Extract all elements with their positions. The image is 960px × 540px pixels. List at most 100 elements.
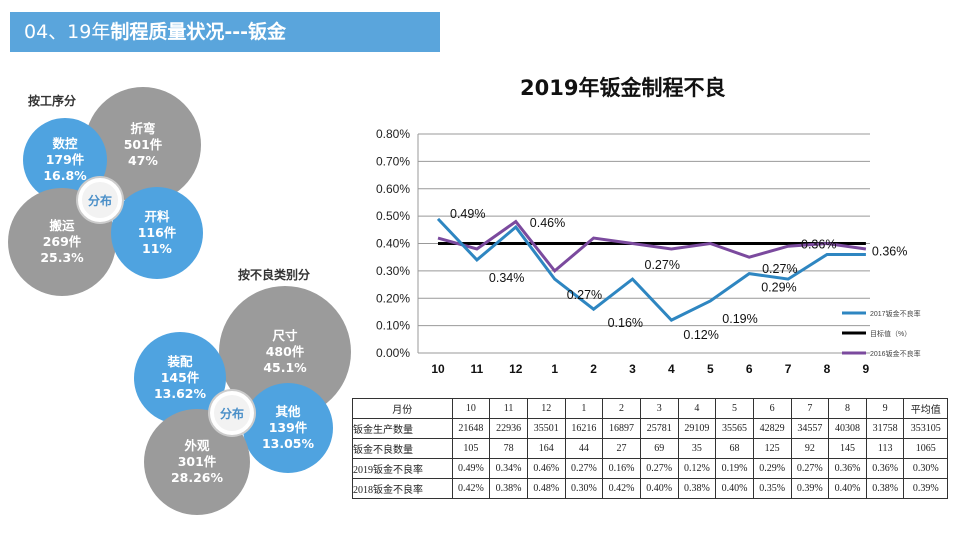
- table-cell: 0.40%: [828, 478, 867, 499]
- data-label: 0.19%: [722, 312, 757, 326]
- table-cell: 1: [564, 398, 604, 419]
- table-cell: 0.35%: [752, 478, 792, 499]
- series-line: [436, 217, 866, 322]
- bubble-count: 501件: [123, 137, 163, 152]
- data-label: 0.36%: [872, 244, 907, 258]
- bubble-pct: 45.1%: [263, 360, 307, 375]
- bubble-pct: 25.3%: [40, 250, 84, 265]
- table-cell: 0.34%: [489, 458, 528, 479]
- bubble-count: 480件: [265, 344, 305, 359]
- table-cell: 9: [865, 398, 905, 419]
- data-label: 0.36%: [801, 237, 836, 251]
- data-label: 0.27%: [762, 262, 797, 276]
- bubble-count: 139件: [268, 420, 308, 435]
- table-cell: 22936: [489, 418, 528, 439]
- table-cell: 113: [865, 438, 905, 459]
- y-tick-label: 0.20%: [376, 291, 410, 305]
- table-cell: 0.40%: [639, 478, 679, 499]
- data-label: 0.34%: [489, 271, 524, 285]
- header-prefix: 04、19年: [24, 21, 111, 43]
- data-label: 0.12%: [683, 328, 718, 342]
- table-cell: 21648: [451, 418, 491, 439]
- table-cell: 4: [677, 398, 717, 419]
- bubble-count: 116件: [137, 225, 177, 240]
- process-center-label: 分布: [78, 178, 122, 222]
- defect-center-label: 分布: [210, 391, 254, 435]
- bubble-name: 搬运: [49, 218, 75, 233]
- bubble-name: 数控: [52, 136, 78, 151]
- y-tick-label: 0.80%: [376, 127, 410, 141]
- bubble-name: 开料: [144, 209, 170, 224]
- table-cell: 2019钣金不良率: [352, 458, 453, 479]
- table-cell: 2: [602, 398, 641, 419]
- table-cell: 164: [526, 438, 566, 459]
- table-cell: 25781: [639, 418, 679, 439]
- table-cell: 68: [715, 438, 754, 459]
- data-label: 0.49%: [450, 207, 485, 221]
- bubble-name: 其他: [275, 404, 301, 419]
- table-cell: 69: [639, 438, 679, 459]
- line-chart: 0.00% 0.10% 0.20% 0.30% 0.40% 0.50% 0.60% 0.70%…: [376, 127, 921, 376]
- table-cell: 0.27%: [790, 458, 830, 479]
- data-label: 0.16%: [608, 316, 643, 330]
- y-tick-label: 0.40%: [376, 237, 410, 251]
- data-label: 0.29%: [761, 281, 796, 295]
- series-line: [437, 219, 867, 274]
- table-cell: 钣金不良数量: [352, 438, 453, 459]
- table-row: 钣金生产数量 21648 22936 35501 16216 16897 25781 2910…: [352, 418, 948, 439]
- x-tick-label: 1: [551, 362, 558, 376]
- table-cell: 0.36%: [865, 458, 905, 479]
- x-tick-label: 6: [746, 362, 753, 376]
- data-label: 0.27%: [567, 288, 602, 302]
- process-title: 按工序分: [28, 94, 77, 108]
- table-cell: 125: [752, 438, 792, 459]
- y-tick-label: 0.50%: [376, 209, 410, 223]
- table-cell: 平均值: [903, 398, 948, 419]
- data-label: 0.46%: [530, 216, 565, 230]
- table-row: 月份 10 11 12 1 2 3 4 5 6 7 8 9 平均值: [352, 398, 948, 419]
- table-cell: 0.16%: [602, 458, 641, 479]
- table-cell: 0.39%: [903, 478, 948, 499]
- x-tick-label: 4: [668, 362, 675, 376]
- header-title: 制程质量状况---钣金: [110, 21, 287, 43]
- table-cell: 月份: [352, 398, 453, 419]
- table-cell: 0.42%: [602, 478, 641, 499]
- table-cell: 8: [828, 398, 867, 419]
- table-cell: 1065: [903, 438, 948, 459]
- table-cell: 0.30%: [903, 458, 948, 479]
- table-row: 钣金不良数量 105 78 164 44 27 69 35 68 125 92 145 113 1065: [352, 438, 948, 459]
- bubble-count: 179件: [45, 152, 85, 167]
- table-cell: 0.27%: [639, 458, 679, 479]
- bubble-pct: 13.05%: [261, 436, 315, 451]
- table-cell: 40308: [828, 418, 867, 439]
- table-cell: 0.48%: [526, 478, 566, 499]
- bubble-pct: 47%: [128, 153, 158, 168]
- table-cell: 0.12%: [677, 458, 717, 479]
- x-tick-label: 11: [471, 362, 484, 376]
- chart-title: 2019年钣金制程不良: [520, 76, 726, 100]
- bubble-count: 269件: [42, 234, 82, 249]
- table-cell: 2018钣金不良率: [352, 478, 453, 499]
- table-cell: 35501: [526, 418, 566, 439]
- bubble-pct: 16.8%: [43, 168, 87, 183]
- y-tick-label: 0.30%: [376, 264, 410, 278]
- table-cell: 145: [828, 438, 867, 459]
- table-cell: 35565: [715, 418, 754, 439]
- bubble-pct: 28.26%: [170, 470, 224, 485]
- x-tick-label: 7: [785, 362, 792, 376]
- table-cell: 0.40%: [715, 478, 754, 499]
- table-cell: 11: [489, 398, 528, 419]
- x-tick-label: 5: [707, 362, 714, 376]
- table-cell: 92: [790, 438, 830, 459]
- x-tick-label: 10: [431, 362, 445, 376]
- process-bubble: 搬运 269件 25.3%: [8, 188, 116, 296]
- table-cell: 78: [489, 438, 528, 459]
- table-cell: 29109: [677, 418, 717, 439]
- table-cell: 7: [790, 398, 830, 419]
- legend-label: 2016钣金不良率: [870, 349, 921, 358]
- table-cell: 0.38%: [677, 478, 717, 499]
- data-table: 月份 10 11 12 1 2 3 4 5 6 7 8 9 平均值 钣金生产数量 21648 22936 3550…: [352, 398, 948, 499]
- bubble-count: 301件: [177, 454, 217, 469]
- table-cell: 12: [526, 398, 566, 419]
- table-row: 2019钣金不良率 0.49% 0.34% 0.46% 0.27% 0.16% 0.27% 0…: [352, 458, 948, 479]
